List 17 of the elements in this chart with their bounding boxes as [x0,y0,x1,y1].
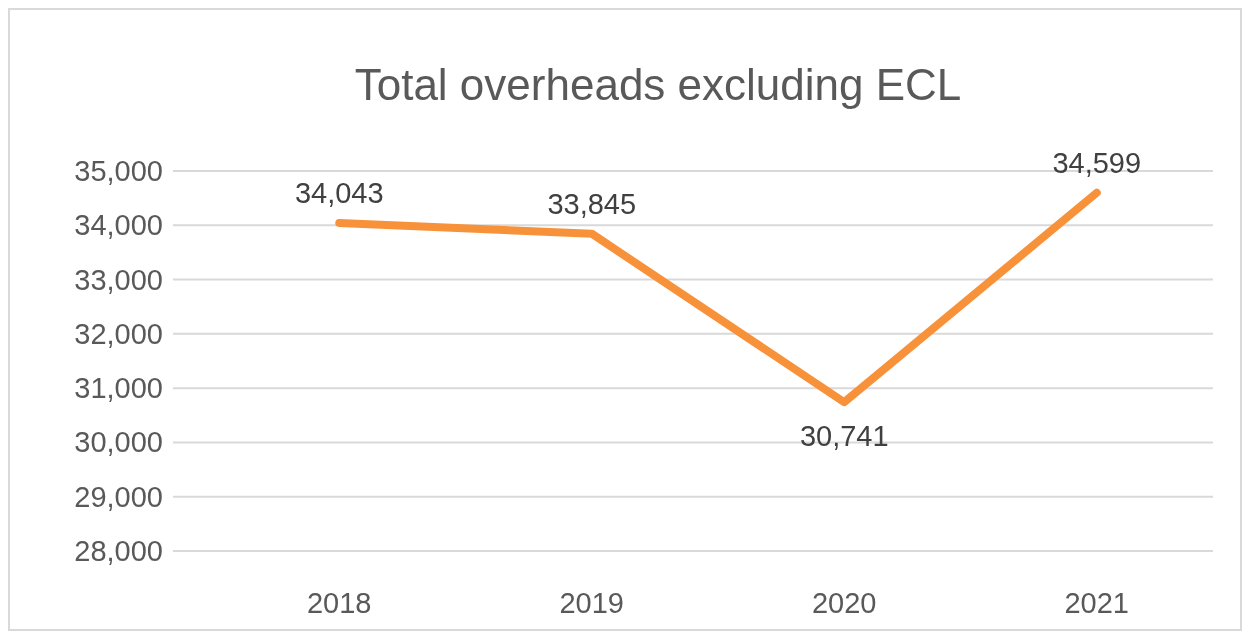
y-tick-label: 30,000 [74,426,163,459]
data-label: 33,845 [547,187,637,220]
chart-title: Total overheads excluding ECL [354,60,962,109]
x-tick-label: 2018 [306,587,372,619]
y-tick-label: 31,000 [74,372,163,405]
x-tick-label: 2021 [1064,587,1130,619]
data-label: 34,043 [294,176,384,209]
x-tick-label: 2019 [559,587,625,619]
y-tick-label: 34,000 [74,209,163,242]
data-label: 30,741 [799,420,889,453]
y-tick-label: 33,000 [74,263,163,296]
y-tick-label: 28,000 [74,535,163,567]
y-tick-label: 32,000 [74,317,163,350]
x-tick-label: 2020 [811,587,877,619]
y-tick-label: 29,000 [74,480,163,513]
y-tick-label: 35,000 [74,155,163,187]
data-label: 34,599 [1052,146,1142,179]
